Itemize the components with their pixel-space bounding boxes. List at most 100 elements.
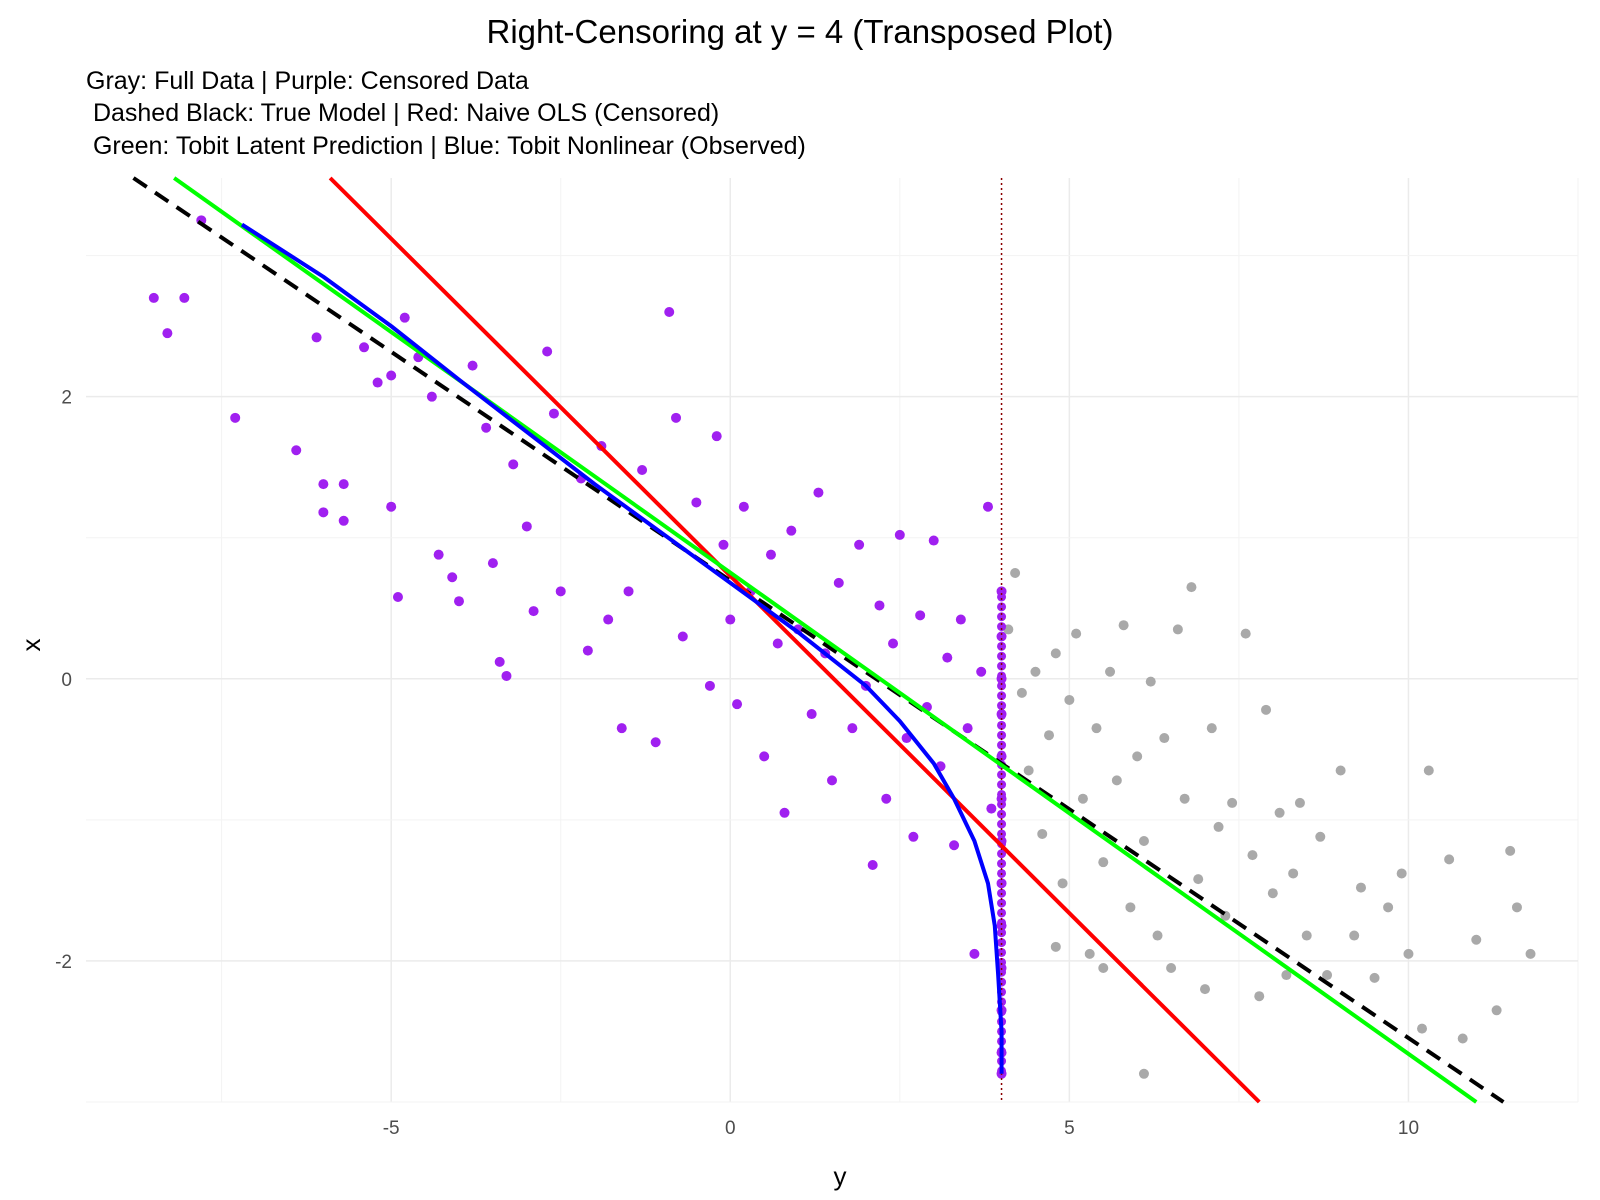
point-full <box>1030 666 1041 677</box>
point-full <box>1349 930 1360 941</box>
point-censored <box>738 501 749 512</box>
point-full <box>1084 948 1095 959</box>
point-censored <box>433 549 444 560</box>
point-censored <box>508 459 519 470</box>
point-censored <box>772 638 783 649</box>
points-censored-data <box>148 215 1007 1079</box>
point-full <box>1138 836 1149 847</box>
point-censored <box>827 775 837 786</box>
points-full-data <box>1003 567 1536 1079</box>
point-censored <box>997 631 1007 641</box>
chart-subtitle-line-3: Green: Tobit Latent Prediction | Blue: T… <box>86 132 806 160</box>
point-censored <box>291 445 302 456</box>
point-censored <box>759 751 770 762</box>
point-censored <box>528 606 539 617</box>
point-censored <box>162 328 173 339</box>
series-tobit-latent <box>173 176 1478 1104</box>
point-full <box>1057 878 1068 889</box>
point-censored <box>779 807 790 818</box>
point-full <box>1281 970 1292 981</box>
point-censored <box>677 631 688 642</box>
point-censored <box>942 652 953 663</box>
point-full <box>1383 902 1394 913</box>
point-censored <box>833 577 844 588</box>
point-censored <box>986 803 997 814</box>
point-full <box>1471 934 1482 945</box>
grid <box>86 178 1579 1103</box>
point-censored <box>447 572 458 583</box>
point-censored <box>501 670 512 681</box>
point-censored <box>711 431 722 442</box>
point-full <box>1335 765 1346 776</box>
point-censored <box>997 691 1007 701</box>
point-censored <box>338 515 349 526</box>
point-censored <box>521 521 532 532</box>
point-full <box>1145 676 1156 687</box>
point-full <box>1491 1005 1502 1016</box>
point-censored <box>179 292 190 303</box>
series-tobit-nonlinear <box>240 222 1004 1074</box>
point-full <box>1457 1033 1468 1044</box>
point-full <box>1423 765 1434 776</box>
tick-labels: -5 0 5 10 -2 0 2 <box>55 388 1419 1139</box>
point-censored <box>997 641 1007 651</box>
point-censored <box>997 720 1007 730</box>
point-full <box>1159 733 1170 744</box>
point-censored <box>616 723 627 734</box>
point-full <box>1213 821 1224 832</box>
point-censored <box>888 638 899 649</box>
point-censored <box>962 723 973 734</box>
point-censored <box>854 539 865 550</box>
point-full <box>1077 793 1088 804</box>
point-full <box>1091 723 1102 734</box>
point-full <box>1322 970 1333 981</box>
point-censored <box>392 591 403 602</box>
point-full <box>1294 797 1305 808</box>
point-full <box>1023 765 1034 776</box>
point-censored <box>806 709 817 720</box>
point-full <box>1186 582 1197 593</box>
point-full <box>1315 831 1326 842</box>
point-censored <box>949 840 960 851</box>
point-censored <box>454 596 464 607</box>
point-censored <box>494 656 505 667</box>
point-censored <box>481 422 492 433</box>
x-tick-label: 5 <box>1064 1118 1075 1139</box>
point-censored <box>582 645 593 656</box>
point-full <box>1227 797 1238 808</box>
point-censored <box>786 525 797 536</box>
point-full <box>1369 972 1380 983</box>
model-lines <box>132 176 1505 1104</box>
point-censored <box>637 465 648 476</box>
point-full <box>1111 775 1122 786</box>
point-full <box>1261 704 1272 715</box>
point-full <box>1098 857 1109 868</box>
point-censored <box>997 701 1007 711</box>
point-full <box>1396 868 1407 879</box>
point-full <box>1125 902 1136 913</box>
point-censored <box>997 710 1007 720</box>
series-naive-ols <box>328 176 1261 1104</box>
point-full <box>1301 930 1312 941</box>
point-full <box>1166 962 1177 973</box>
point-full <box>1511 902 1522 913</box>
point-censored <box>704 680 715 691</box>
point-censored <box>915 610 926 621</box>
point-full <box>1152 930 1163 941</box>
point-full <box>1274 807 1285 818</box>
point-full <box>1010 567 1021 578</box>
point-censored <box>847 723 858 734</box>
point-censored <box>997 730 1007 740</box>
point-censored <box>542 346 553 357</box>
point-full <box>1417 1023 1428 1034</box>
point-censored <box>997 622 1007 632</box>
point-censored <box>487 558 498 569</box>
point-censored <box>338 479 349 490</box>
point-full <box>1037 828 1048 839</box>
point-full <box>1132 751 1143 762</box>
point-censored <box>311 332 322 343</box>
point-censored <box>386 501 397 512</box>
point-censored <box>467 360 478 371</box>
point-full <box>1118 620 1129 631</box>
